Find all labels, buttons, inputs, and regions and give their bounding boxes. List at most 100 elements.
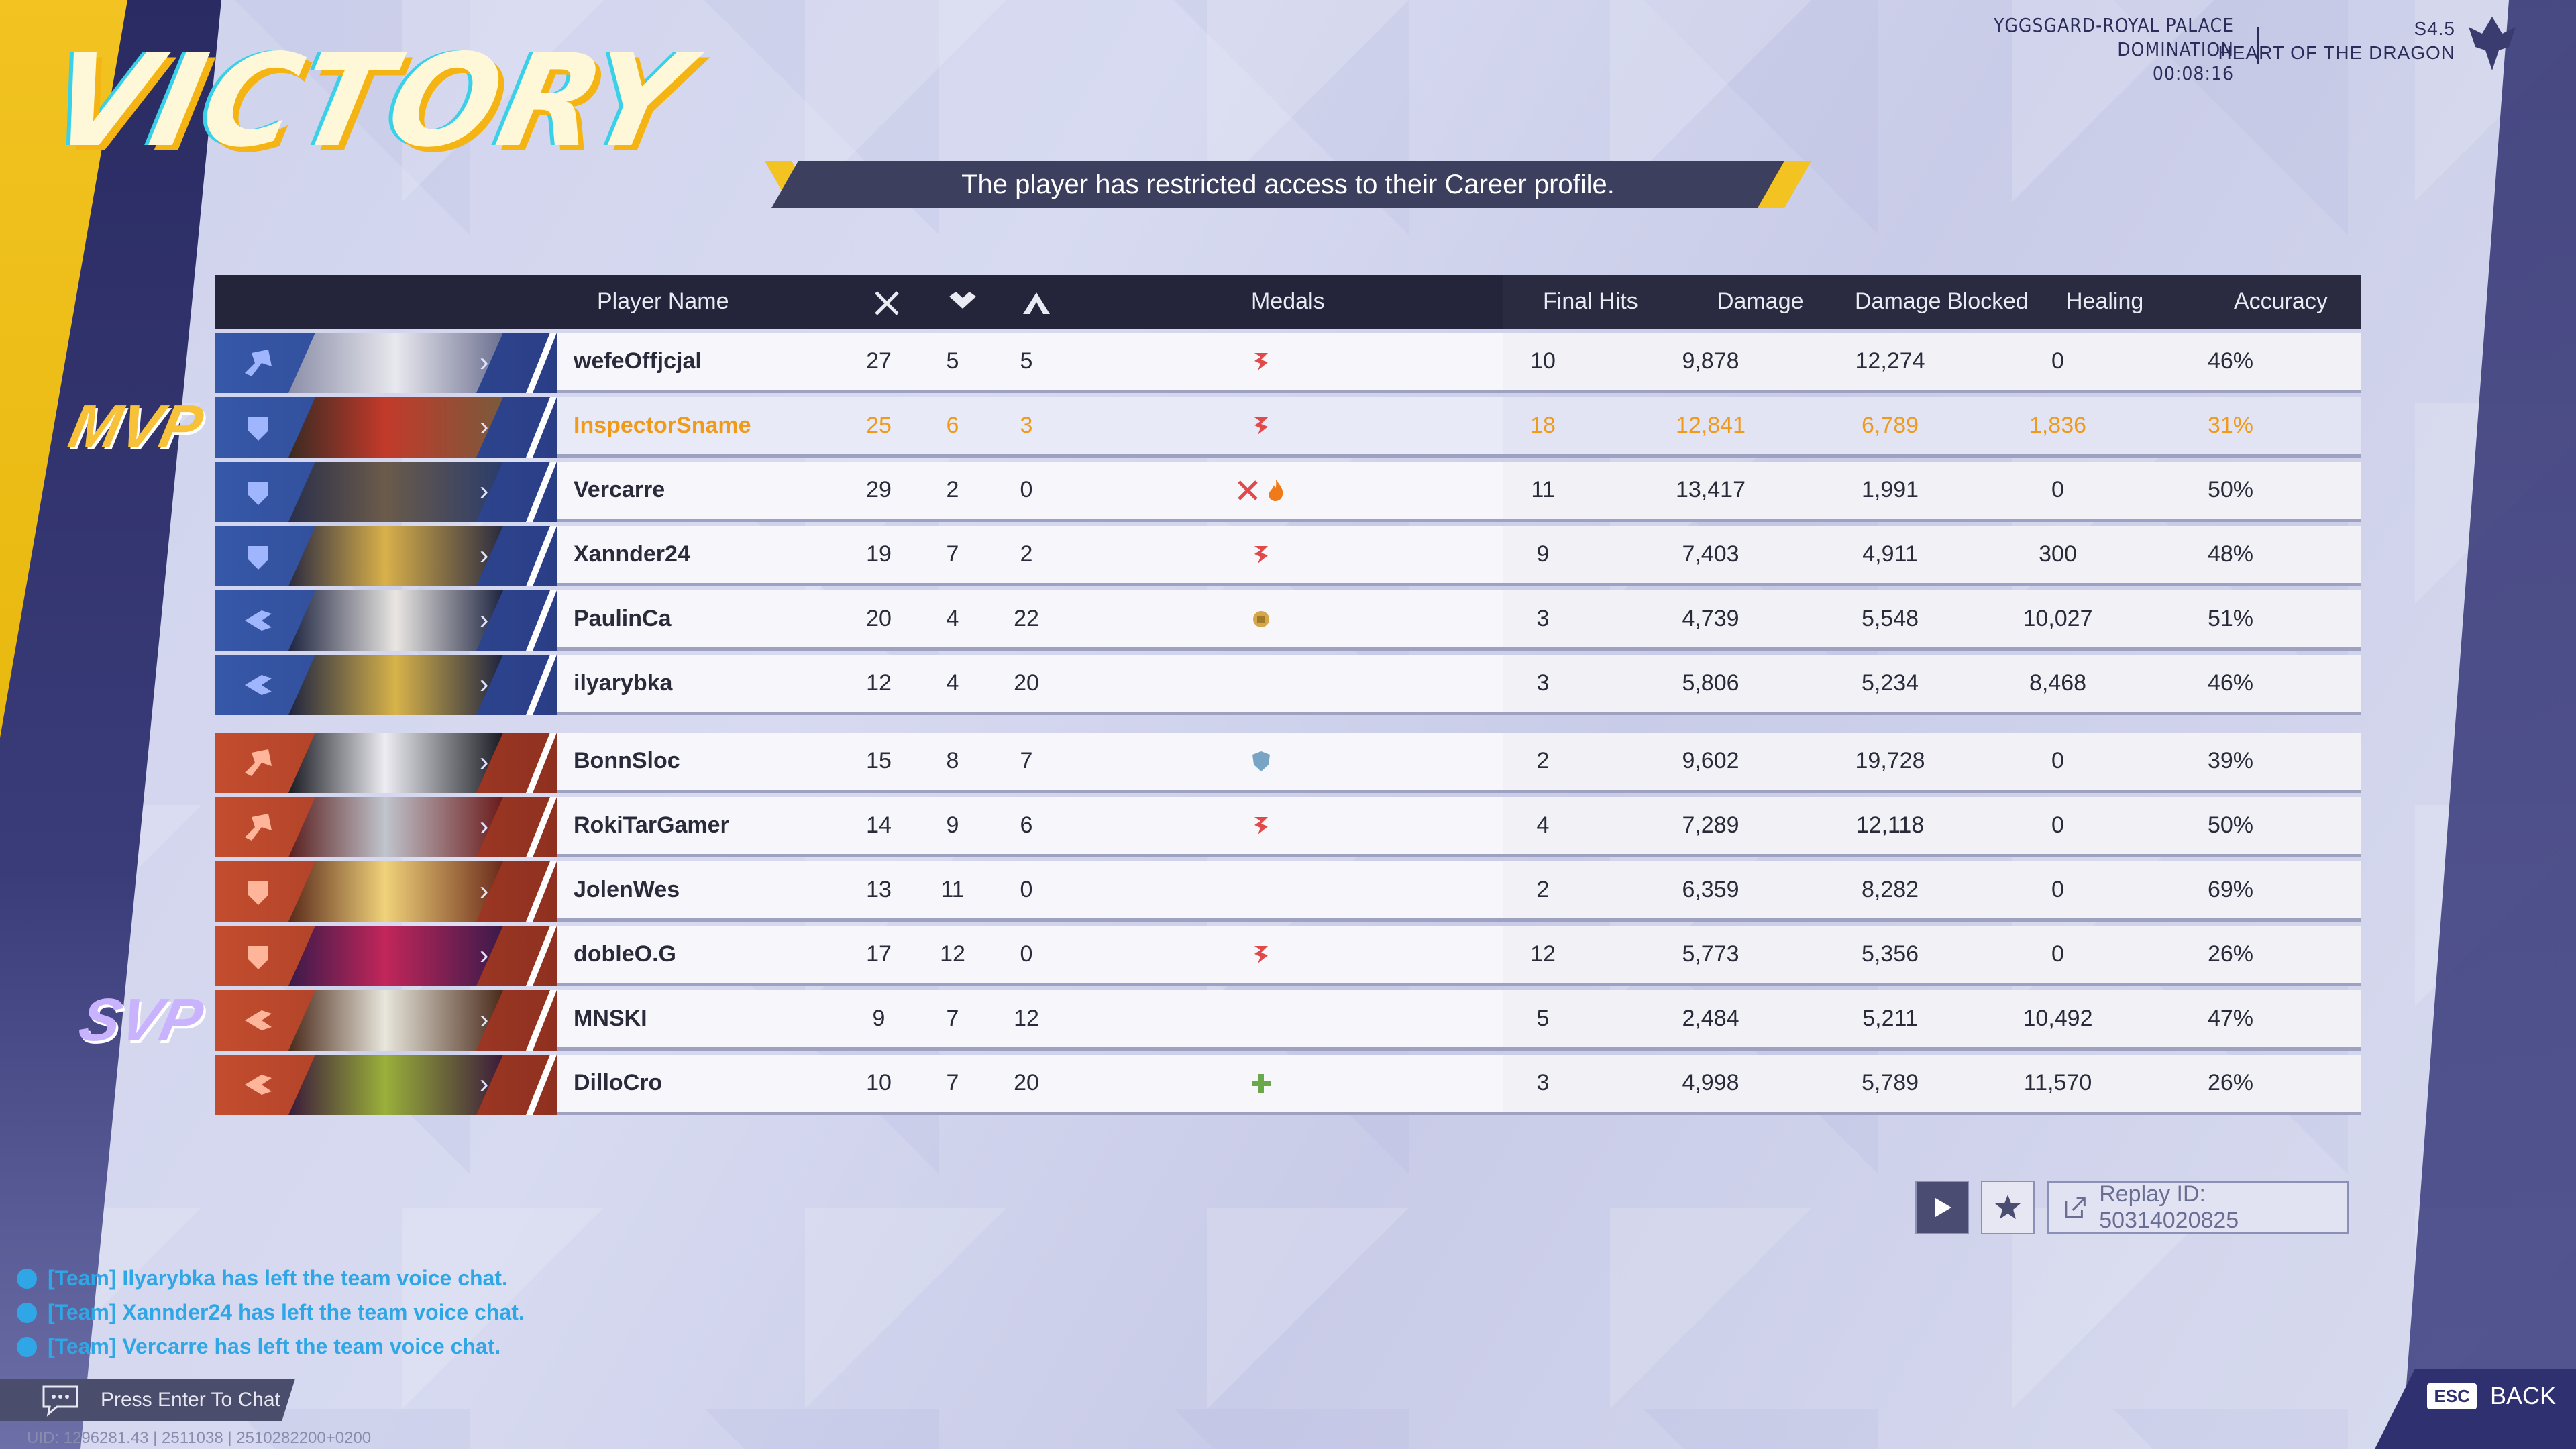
kills-value: 10 — [866, 1070, 892, 1095]
table-row[interactable]: › DilloCro 10 7 20 3 4,998 5,789 11,570 … — [215, 1055, 2361, 1115]
claw-medal-icon[interactable] — [1251, 943, 1271, 966]
claw-medal-icon[interactable] — [1251, 415, 1271, 437]
duelist-role-icon — [245, 350, 272, 376]
hero-card[interactable]: › — [215, 333, 557, 393]
medals-cell — [1063, 943, 1459, 966]
player-name[interactable]: dobleO.G — [574, 941, 676, 967]
damage-blocked-value: 1,991 — [1861, 477, 1919, 502]
assists-value: 22 — [1014, 606, 1039, 631]
accuracy-value: 26% — [2207, 941, 2254, 967]
accuracy-value: 39% — [2207, 748, 2254, 773]
fist-medal-icon[interactable] — [1250, 608, 1272, 630]
vanguard-role-icon — [248, 417, 268, 441]
game-mode: DOMINATION — [2117, 38, 2234, 60]
table-row[interactable]: › RokiTarGamer 14 9 6 4 7,289 12,118 0 5… — [215, 797, 2361, 857]
final-hits-value: 2 — [1536, 877, 1550, 902]
hero-card[interactable]: › — [215, 590, 557, 651]
healing-value: 0 — [2051, 812, 2064, 838]
player-name[interactable]: ilyarybka — [574, 670, 673, 696]
claw-medal-icon[interactable] — [1251, 814, 1271, 837]
damage-blocked-value: 5,356 — [1861, 941, 1919, 967]
damage-blocked-value: 8,282 — [1861, 877, 1919, 902]
player-name[interactable]: RokiTarGamer — [574, 812, 729, 838]
shield-medal-icon[interactable] — [1251, 750, 1271, 773]
table-row[interactable]: › dobleO.G 17 12 0 12 5,773 5,356 0 26% — [215, 926, 2361, 986]
player-name[interactable]: Xannder24 — [574, 541, 690, 567]
healing-value: 0 — [2051, 877, 2064, 902]
hero-portrait — [288, 397, 503, 458]
player-name[interactable]: Vercarre — [574, 477, 665, 502]
replay-id-copy-button[interactable]: Replay ID: 50314020825 — [2047, 1181, 2349, 1234]
deaths-value: 6 — [946, 413, 959, 438]
hero-portrait — [288, 990, 503, 1051]
back-button[interactable]: ESC BACK — [2427, 1382, 2556, 1410]
final-hits-value: 12 — [1530, 941, 1556, 967]
damage-value: 12,841 — [1676, 413, 1746, 438]
play-replay-button[interactable] — [1915, 1181, 1969, 1234]
claw-medal-icon[interactable] — [1251, 543, 1271, 566]
damage-blocked-value: 12,118 — [1856, 812, 1925, 838]
table-row[interactable]: › Vercarre 29 2 0 11 13,417 1,991 0 50% — [215, 462, 2361, 522]
hero-card[interactable]: › — [215, 655, 557, 715]
assists-value: 2 — [1020, 541, 1033, 567]
claw-medal-icon[interactable] — [1251, 350, 1271, 373]
hero-card[interactable]: › — [215, 526, 557, 586]
deaths-value: 8 — [946, 748, 959, 773]
crossed-swords-medal-icon[interactable] — [1236, 479, 1259, 502]
fire-medal-icon[interactable] — [1266, 478, 1286, 502]
damage-value: 13,417 — [1676, 477, 1746, 502]
kills-value: 27 — [866, 348, 892, 374]
table-row[interactable]: › JolenWes 13 11 0 2 6,359 8,282 0 69% — [215, 861, 2361, 922]
vanguard-role-icon — [248, 546, 268, 570]
hero-card[interactable]: › — [215, 926, 557, 986]
voice-chat-icon — [17, 1336, 37, 1357]
player-name[interactable]: JolenWes — [574, 877, 680, 902]
hero-portrait — [288, 526, 503, 586]
kills-value: 14 — [866, 812, 892, 838]
back-label: BACK — [2489, 1382, 2556, 1409]
damage-value: 2,484 — [1682, 1006, 1739, 1031]
hero-card[interactable]: › — [215, 1055, 557, 1115]
damage-blocked-value: 19,728 — [1855, 748, 1925, 773]
assists-value: 0 — [1020, 477, 1033, 502]
medals-cell — [1063, 608, 1459, 630]
hero-portrait — [288, 861, 503, 922]
chevron-right-icon: › — [480, 747, 489, 777]
hero-card[interactable]: › — [215, 733, 557, 793]
hero-portrait — [288, 926, 503, 986]
player-name[interactable]: DilloCro — [574, 1070, 663, 1095]
hero-card[interactable]: › — [215, 462, 557, 522]
player-name[interactable]: MNSKI — [574, 1006, 647, 1031]
strategist-role-icon — [245, 1010, 272, 1030]
table-row[interactable]: › PaulinCa 20 4 22 3 4,739 5,548 10,027 … — [215, 590, 2361, 651]
table-row[interactable]: › MNSKI 9 7 12 5 2,484 5,211 10,492 47% — [215, 990, 2361, 1051]
healing-value: 300 — [2039, 541, 2077, 567]
favorite-replay-button[interactable] — [1981, 1181, 2035, 1234]
hero-card[interactable]: › — [215, 797, 557, 857]
table-row[interactable]: › BonnSloc 15 8 7 2 9,602 19,728 0 39% — [215, 733, 2361, 793]
deaths-icon — [946, 288, 979, 324]
final-hits-value: 10 — [1530, 348, 1556, 374]
medals-cell — [1063, 478, 1459, 502]
accuracy-value: 26% — [2207, 1070, 2254, 1095]
hero-card[interactable]: › — [215, 990, 557, 1051]
player-name[interactable]: wefeOffjcjal — [574, 348, 702, 374]
healing-cross-medal-icon[interactable] — [1250, 1073, 1272, 1094]
chat-input[interactable]: Press Enter To Chat — [0, 1379, 295, 1421]
hero-card[interactable]: › — [215, 397, 557, 458]
final-hits-value: 3 — [1536, 1070, 1550, 1095]
final-hits-value: 11 — [1531, 477, 1555, 502]
table-row[interactable]: › Xannder24 19 7 2 9 7,403 4,911 300 48% — [215, 526, 2361, 586]
table-row[interactable]: › wefeOffjcjal 27 5 5 10 9,878 12,274 0 … — [215, 333, 2361, 393]
table-row[interactable]: › InspectorSname 25 6 3 18 12,841 6,789 … — [215, 397, 2361, 458]
damage-value: 4,739 — [1682, 606, 1739, 631]
player-name[interactable]: BonnSloc — [574, 748, 680, 773]
player-name[interactable]: InspectorSname — [574, 413, 751, 438]
table-row[interactable]: › ilyarybka 12 4 20 3 5,806 5,234 8,468 … — [215, 655, 2361, 715]
accuracy-value: 48% — [2207, 541, 2254, 567]
player-name[interactable]: PaulinCa — [574, 606, 672, 631]
hero-portrait — [288, 1055, 503, 1115]
healing-value: 10,492 — [2023, 1006, 2093, 1031]
strategist-role-icon — [245, 675, 272, 695]
hero-card[interactable]: › — [215, 861, 557, 922]
